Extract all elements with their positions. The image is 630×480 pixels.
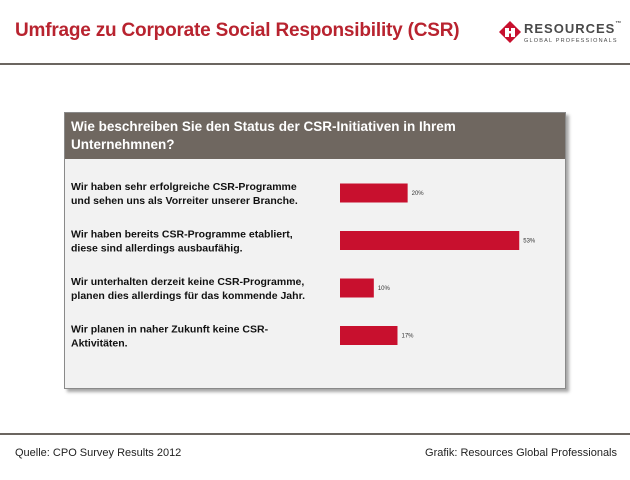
bar [340,326,398,345]
category-label: Wir planen in naher Zukunft keine CSR- Ak… [71,324,269,350]
bottom-divider [0,433,630,435]
chart-panel: Wie beschreiben Sie den Status der CSR-I… [64,112,566,389]
resources-logo: RESOURCES™ GLOBAL PROFESSIONALS [498,18,621,48]
credit-note: Grafik: Resources Global Professionals [425,447,617,459]
category-label-line: Wir unterhalten derzeit keine CSR-Progra… [71,276,304,288]
bar [340,278,374,298]
resources-logo-icon [499,21,521,43]
category-label-line: Wir planen in naher Zukunft keine CSR- [71,324,269,336]
slide-title: Umfrage zu Corporate Social Responsibili… [15,20,460,41]
category-label-line: Wir haben bereits CSR-Programme etablier… [71,229,293,241]
bar [340,183,408,203]
category-label: Wir unterhalten derzeit keine CSR-Progra… [71,276,305,302]
bar-chart: Wir haben sehr erfolgreiche CSR-Programm… [71,181,536,350]
logo-name: RESOURCES™ [524,21,621,36]
chart-title: Wie beschreiben Sie den Status der CSR-I… [71,119,456,152]
source-note: Quelle: CPO Survey Results 2012 [15,447,182,459]
chart-header: Wie beschreiben Sie den Status der CSR-I… [65,113,565,159]
bar [340,231,520,250]
top-divider [0,63,630,65]
logo-tagline: GLOBAL PROFESSIONALS [524,38,618,44]
category-label-line: Aktivitäten. [71,338,128,350]
category-label-line: planen dies allerdings für das kommende … [71,290,305,302]
logo-trademark: ™ [615,21,622,27]
bar-value-label: 10% [378,286,391,292]
bar-value-label: 53% [523,239,536,245]
category-label: Wir haben sehr erfolgreiche CSR-Programm… [71,181,298,207]
bar-value-label: 17% [401,334,414,340]
logo-name-text: RESOURCES [524,21,616,36]
category-label-line: und sehen uns als Vorreiter unserer Bran… [71,195,298,207]
bar-value-label: 20% [412,191,425,197]
category-label-line: Wir haben sehr erfolgreiche CSR-Programm… [71,181,297,193]
category-label-line: diese sind allerdings ausbaufähig. [71,243,243,255]
category-label: Wir haben bereits CSR-Programme etablier… [71,229,293,255]
